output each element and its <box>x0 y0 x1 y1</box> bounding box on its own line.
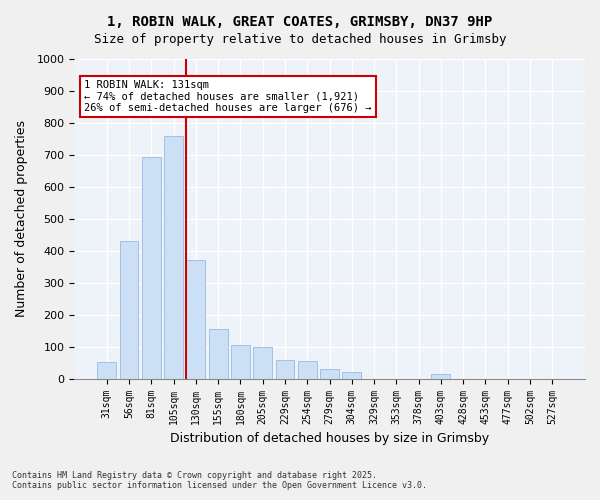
Bar <box>320 369 339 378</box>
Bar <box>231 345 250 378</box>
Bar <box>298 361 317 378</box>
Bar <box>343 372 361 378</box>
Text: Contains HM Land Registry data © Crown copyright and database right 2025.
Contai: Contains HM Land Registry data © Crown c… <box>12 470 427 490</box>
Bar <box>97 362 116 378</box>
Text: Size of property relative to detached houses in Grimsby: Size of property relative to detached ho… <box>94 32 506 46</box>
Bar <box>275 360 295 378</box>
Y-axis label: Number of detached properties: Number of detached properties <box>15 120 28 318</box>
Bar <box>431 374 451 378</box>
Bar <box>119 241 139 378</box>
Bar <box>164 136 183 378</box>
Bar <box>253 346 272 378</box>
X-axis label: Distribution of detached houses by size in Grimsby: Distribution of detached houses by size … <box>170 432 489 445</box>
Bar <box>142 156 161 378</box>
Bar <box>187 260 205 378</box>
Bar <box>209 329 227 378</box>
Text: 1 ROBIN WALK: 131sqm
← 74% of detached houses are smaller (1,921)
26% of semi-de: 1 ROBIN WALK: 131sqm ← 74% of detached h… <box>84 80 372 113</box>
Text: 1, ROBIN WALK, GREAT COATES, GRIMSBY, DN37 9HP: 1, ROBIN WALK, GREAT COATES, GRIMSBY, DN… <box>107 15 493 29</box>
